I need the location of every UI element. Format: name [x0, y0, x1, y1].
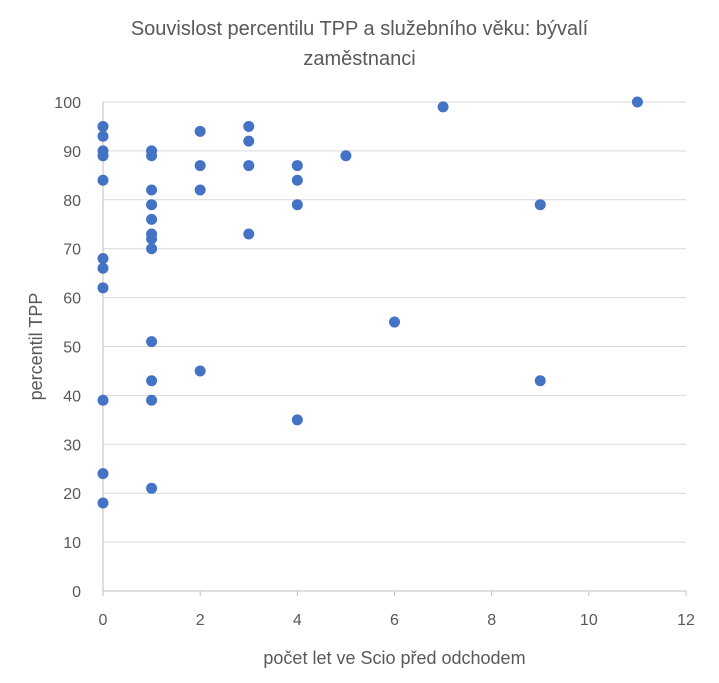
data-point [146, 482, 158, 494]
gridlines [103, 101, 686, 543]
chart-title: Souvislost percentilu TPP a služebního v… [0, 14, 719, 74]
x-tick-label: 12 [677, 612, 695, 629]
data-point [194, 184, 206, 196]
x-tick-label: 6 [390, 612, 399, 629]
data-point [97, 120, 109, 132]
x-tick-label: 0 [99, 612, 108, 629]
data-point [534, 199, 546, 211]
data-point [97, 394, 109, 406]
data-point [146, 375, 158, 387]
data-point [146, 243, 158, 255]
axes: 0 10 20 30 40 50 60 70 80 90 100 0 2 4 6 8 10 12 [54, 95, 695, 629]
x-axis-title: počet let ve Scio před odchodem [263, 648, 525, 668]
data-point [146, 150, 158, 162]
x-tick-label: 10 [580, 612, 598, 629]
y-tick-label: 100 [54, 95, 81, 112]
y-axis-title: percentil TPP [26, 293, 46, 401]
data-point [243, 160, 255, 172]
data-point [194, 365, 206, 377]
y-tick-label: 30 [63, 437, 81, 454]
data-point [146, 394, 158, 406]
x-tick-label: 4 [293, 612, 302, 629]
data-point [631, 96, 643, 108]
chart-title-line-2: zaměstnanci [303, 48, 416, 70]
data-point [291, 199, 303, 211]
y-tick-label: 60 [63, 291, 81, 308]
data-point [243, 120, 255, 132]
data-point [194, 160, 206, 172]
data-point [97, 468, 109, 480]
data-point [97, 282, 109, 294]
y-tick-label: 10 [63, 535, 81, 552]
data-point [389, 316, 400, 328]
data-point [146, 199, 158, 211]
data-point [146, 233, 158, 245]
data-point [340, 150, 352, 162]
data-point [97, 252, 109, 264]
data-point [97, 262, 109, 274]
chart-title-line-1: Souvislost percentilu TPP a služebního v… [130, 18, 589, 40]
data-point [243, 135, 255, 147]
data-point [291, 414, 303, 426]
data-point [146, 213, 158, 225]
y-tick-label: 70 [63, 242, 81, 259]
y-tick-label: 90 [63, 144, 81, 161]
data-point [291, 160, 303, 172]
y-tick-label: 80 [63, 193, 81, 210]
data-point [97, 130, 109, 142]
data-point [194, 125, 206, 137]
data-points [97, 96, 643, 509]
data-point [146, 184, 158, 196]
x-tick-label: 8 [487, 612, 496, 629]
y-tick-label: 50 [63, 340, 81, 357]
y-tick-label: 20 [63, 486, 81, 503]
data-point [97, 497, 109, 509]
y-tick-label: 0 [72, 584, 81, 601]
y-tick-label: 40 [63, 388, 81, 405]
data-point [534, 375, 546, 387]
data-point [291, 174, 303, 186]
data-point [437, 101, 449, 113]
data-point [243, 228, 255, 240]
data-point [146, 336, 158, 348]
data-point [97, 174, 109, 186]
data-point [97, 150, 109, 162]
x-tick-label: 2 [196, 612, 205, 629]
